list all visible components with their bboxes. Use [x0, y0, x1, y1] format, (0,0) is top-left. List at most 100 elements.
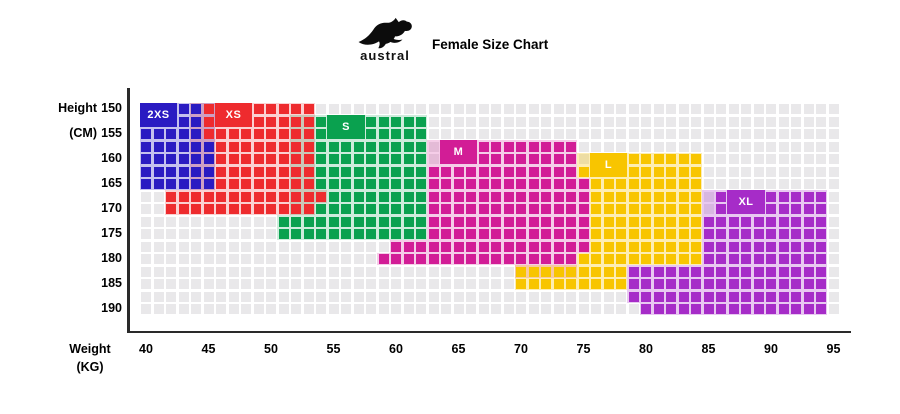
grid-square	[216, 254, 226, 264]
size-square-XS	[278, 204, 289, 214]
size-square-L	[628, 204, 639, 214]
size-square-M	[516, 154, 526, 164]
grid-square	[628, 104, 639, 114]
size-square-M	[528, 241, 539, 252]
size-square-XS	[266, 204, 276, 214]
size-square-M	[503, 229, 514, 239]
size-square-XL	[716, 229, 726, 239]
grid-square	[153, 291, 164, 302]
grid-square	[353, 241, 364, 252]
grid-square	[491, 291, 501, 302]
size-square-XL	[753, 266, 764, 277]
grid-square	[328, 241, 339, 252]
grid-square	[678, 129, 689, 139]
size-square-L	[603, 279, 614, 289]
size-square-M	[503, 204, 514, 214]
grid-square	[378, 279, 389, 289]
size-square-L	[578, 266, 589, 277]
size-square-L	[591, 254, 601, 264]
grid-square	[616, 304, 626, 314]
grid-square	[428, 154, 439, 164]
grid-square	[566, 304, 576, 314]
size-square-2XS	[166, 129, 176, 139]
grid-square	[503, 116, 514, 127]
size-square-M	[503, 179, 514, 189]
size-square-S	[391, 141, 401, 152]
grid-square	[191, 266, 201, 277]
grid-square	[316, 104, 326, 114]
size-square-L	[616, 179, 626, 189]
size-square-XL	[816, 241, 826, 252]
grid-square	[803, 154, 814, 164]
size-square-S	[403, 129, 414, 139]
grid-square	[166, 216, 176, 227]
size-square-S	[403, 229, 414, 239]
grid-square	[228, 279, 239, 289]
grid-square	[741, 166, 751, 177]
size-square-XL	[653, 291, 664, 302]
size-square-XS	[266, 104, 276, 114]
grid-square	[566, 291, 576, 302]
size-square-L	[678, 166, 689, 177]
x-tick-65: 65	[451, 342, 466, 356]
size-square-XL	[741, 241, 751, 252]
grid-square	[153, 241, 164, 252]
size-square-XS	[291, 129, 301, 139]
size-square-S	[316, 204, 326, 214]
size-square-L	[528, 279, 539, 289]
size-square-XS	[166, 204, 176, 214]
size-square-L	[603, 216, 614, 227]
size-square-XL	[716, 266, 726, 277]
size-square-M	[478, 254, 489, 264]
grid-square	[241, 254, 251, 264]
size-square-S	[403, 204, 414, 214]
size-square-L	[553, 279, 564, 289]
size-square-2XS	[166, 166, 176, 177]
size-square-S	[416, 216, 426, 227]
y-tick-160: 160	[101, 151, 122, 165]
grid-square	[816, 116, 826, 127]
size-square-S	[328, 141, 339, 152]
size-square-XL	[641, 279, 651, 289]
size-square-S	[316, 216, 326, 227]
grid-square	[353, 279, 364, 289]
grid-square	[541, 304, 551, 314]
size-square-XL	[816, 204, 826, 214]
size-square-L	[616, 229, 626, 239]
size-square-M	[541, 216, 551, 227]
y-tick-190: 190	[101, 301, 122, 315]
size-square-L	[591, 241, 601, 252]
size-square-M	[428, 216, 439, 227]
grid-square	[528, 291, 539, 302]
size-square-S	[378, 216, 389, 227]
size-square-XS	[266, 154, 276, 164]
grid-square	[816, 129, 826, 139]
size-square-M	[566, 216, 576, 227]
size-square-XS	[228, 141, 239, 152]
size-square-M	[478, 216, 489, 227]
grid-square	[566, 129, 576, 139]
grid-square	[791, 166, 801, 177]
grid-square	[303, 266, 314, 277]
size-badge-M: M	[439, 140, 478, 165]
grid-square	[178, 241, 189, 252]
size-square-XL	[728, 291, 739, 302]
size-square-XL	[766, 266, 776, 277]
grid-square	[703, 154, 714, 164]
size-square-XL	[803, 279, 814, 289]
size-square-S	[391, 154, 401, 164]
size-square-L	[691, 229, 701, 239]
grid-square	[791, 129, 801, 139]
size-square-2XS	[191, 141, 201, 152]
size-square-L	[616, 241, 626, 252]
grid-square	[716, 141, 726, 152]
size-square-M	[491, 166, 501, 177]
size-square-M	[566, 254, 576, 264]
grid-square	[266, 216, 276, 227]
size-square-S	[328, 154, 339, 164]
grid-square	[428, 116, 439, 127]
grid-square	[166, 229, 176, 239]
size-square-M	[541, 241, 551, 252]
grid-square	[803, 166, 814, 177]
size-square-XS	[291, 179, 301, 189]
